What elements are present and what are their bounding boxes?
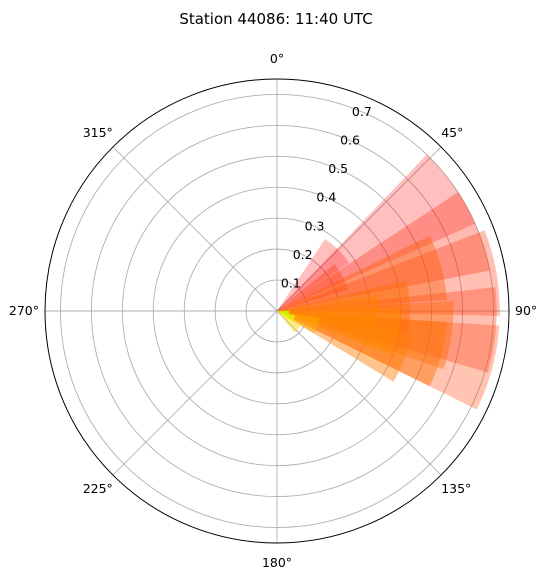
wind-bar — [277, 230, 500, 316]
r-tick-label: 0.1 — [281, 275, 301, 290]
theta-tick-label: 135° — [441, 481, 471, 496]
angular-gridline — [112, 310, 278, 476]
r-tick-label: 0.5 — [328, 161, 348, 176]
wind-bar — [277, 192, 490, 311]
wind-bar — [277, 311, 500, 410]
r-tick-label: 0.3 — [305, 218, 325, 233]
theta-tick-label: 315° — [83, 125, 113, 140]
wind-bar — [277, 238, 350, 311]
wind-bar — [277, 264, 349, 311]
axis-labels: 0° 45° 90° 135° 180° 225° 270° 315° 0.1 0.2 0.3 0.4… — [9, 51, 537, 570]
polar-grid — [45, 79, 509, 543]
theta-tick-label: 270° — [9, 303, 39, 318]
angular-gridline — [112, 146, 278, 312]
r-tick-label: 0.4 — [316, 190, 336, 205]
r-tick-label: 0.7 — [352, 104, 372, 119]
outer-spine — [44, 78, 510, 544]
wind-bar — [277, 311, 296, 322]
r-tick-label: 0.6 — [340, 133, 360, 148]
theta-tick-label: 45° — [441, 125, 463, 140]
angular-gridline — [276, 146, 442, 312]
theta-tick-label: 90° — [515, 303, 537, 318]
theta-tick-label: 225° — [83, 481, 113, 496]
wind-bar — [277, 154, 476, 311]
polar-bars — [277, 154, 500, 410]
r-tick-label: 0.2 — [293, 247, 313, 262]
chart-title: Station 44086: 11:40 UTC — [179, 10, 372, 28]
theta-tick-label: 0° — [270, 51, 284, 66]
wind-bar — [277, 235, 447, 311]
wind-bar — [277, 310, 290, 316]
theta-tick-label: 180° — [262, 555, 292, 570]
wind-bar — [277, 311, 447, 387]
wind-bar — [277, 311, 302, 333]
angular-gridline — [276, 310, 442, 476]
